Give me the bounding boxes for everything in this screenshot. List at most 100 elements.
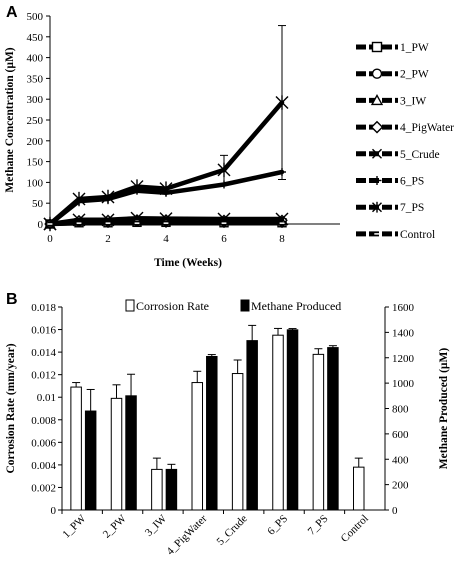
legend-marker bbox=[371, 68, 383, 79]
legend-label: 4_PigWater bbox=[400, 122, 454, 134]
x-tick-label: 4 bbox=[163, 233, 169, 245]
x-tick-label: 2 bbox=[105, 233, 111, 245]
corrosion-bar-group bbox=[191, 370, 204, 511]
right-tick-label: 1000 bbox=[392, 378, 415, 390]
corrosion-bar-chart: 0 0.002 0.004 0.006 0.008 0.01 0.012 0.014 0.016… bbox=[5, 299, 450, 558]
methane-bar-group bbox=[84, 388, 97, 511]
corrosion-bar bbox=[312, 353, 325, 511]
data-point bbox=[217, 162, 231, 178]
legend-entry: Control bbox=[356, 229, 435, 241]
data-point bbox=[72, 191, 86, 207]
right-tick-label: 200 bbox=[392, 480, 409, 492]
methane-bar bbox=[125, 395, 137, 511]
y-tick-label: 150 bbox=[27, 157, 44, 169]
legend-label: Control bbox=[400, 229, 435, 241]
corrosion-bar-group bbox=[231, 359, 244, 511]
y-axis-title: Methane Concentration (µM) bbox=[4, 47, 16, 192]
legend: Corrosion Rate Methane Produced bbox=[125, 299, 341, 313]
methane-bar-group bbox=[286, 328, 299, 511]
legend-label: 5_Crude bbox=[400, 149, 440, 161]
legend-entry: 3_IW bbox=[356, 93, 426, 107]
legend-entry: 2_PW bbox=[356, 68, 429, 81]
methane-bar bbox=[286, 329, 299, 511]
legend-label: Methane Produced bbox=[251, 299, 341, 313]
legend-label: 3_IW bbox=[400, 95, 426, 107]
category-label: Control bbox=[339, 513, 371, 545]
methane-bar-group bbox=[206, 354, 218, 511]
x-axis-title: Time (Weeks) bbox=[154, 257, 222, 269]
left-tick-label: 0.012 bbox=[31, 370, 56, 382]
category-label: 4_PigWater bbox=[164, 512, 209, 557]
series-Control bbox=[47, 220, 285, 227]
y-tick-label: 450 bbox=[27, 32, 44, 44]
right-tick-label: 1600 bbox=[392, 302, 415, 314]
data-point bbox=[275, 95, 289, 110]
legend-entry: 5_Crude bbox=[356, 149, 440, 161]
left-tick-label: 0.008 bbox=[31, 415, 56, 427]
right-tick-label: 0 bbox=[392, 505, 398, 517]
legend-marker bbox=[370, 93, 384, 106]
y-tick-label: 200 bbox=[27, 136, 44, 148]
legend-entry: Corrosion Rate bbox=[125, 299, 209, 313]
corrosion-bar bbox=[70, 386, 82, 511]
methane-bar-group bbox=[327, 345, 339, 511]
category-label: 2_PW bbox=[101, 512, 129, 540]
right-tick-label: 1400 bbox=[392, 327, 415, 339]
right-axis-title: Methane Produced (µM) bbox=[438, 348, 450, 470]
corrosion-bar bbox=[191, 382, 204, 511]
legend-entry: 1_PW bbox=[356, 41, 429, 54]
y-tick-label: 250 bbox=[27, 115, 44, 127]
x-tick-label: 6 bbox=[221, 233, 227, 245]
legend-marker bbox=[370, 120, 384, 134]
methane-bar bbox=[246, 340, 258, 511]
legend-entry: 4_PigWater bbox=[356, 120, 454, 134]
legend-entry: Methane Produced bbox=[240, 299, 341, 313]
corrosion-bar bbox=[272, 334, 284, 511]
corrosion-bar bbox=[353, 466, 365, 511]
corrosion-bar-group bbox=[353, 457, 365, 511]
legend-label: 7_PS bbox=[400, 202, 424, 214]
right-tick-label: 800 bbox=[392, 404, 409, 416]
legend-marker bbox=[372, 148, 382, 159]
y-tick-label: 100 bbox=[27, 177, 44, 189]
methane-line-chart: 0 50 100 150 200 250 300 350 400 450 500 0 2 4 6 8 Time … bbox=[4, 11, 454, 269]
right-tick-label: 600 bbox=[392, 429, 409, 441]
corrosion-bar-group bbox=[110, 384, 123, 511]
corrosion-bar bbox=[151, 468, 163, 511]
right-tick-label: 400 bbox=[392, 454, 409, 466]
methane-bar-group bbox=[246, 324, 258, 511]
y-tick-label: 300 bbox=[27, 94, 44, 106]
legend-label: 1_PW bbox=[400, 42, 429, 54]
methane-bar bbox=[84, 410, 97, 511]
legend-label: 6_PS bbox=[400, 176, 424, 188]
data-point bbox=[101, 189, 115, 205]
y-tick-label: 400 bbox=[27, 53, 44, 65]
category-label: 7_PS bbox=[306, 513, 331, 538]
left-tick-label: 0.01 bbox=[37, 392, 56, 404]
methane-bar bbox=[206, 355, 218, 511]
left-tick-label: 0.016 bbox=[31, 325, 56, 337]
legend-marker bbox=[372, 201, 382, 213]
legend-entry: 7_PS bbox=[356, 201, 424, 214]
y-tick-label: 50 bbox=[32, 198, 44, 210]
corrosion-bar bbox=[231, 373, 244, 511]
corrosion-bar-group bbox=[70, 382, 82, 511]
x-tick-label: 0 bbox=[47, 233, 53, 245]
data-point bbox=[130, 179, 144, 194]
left-tick-label: 0.006 bbox=[31, 437, 56, 449]
right-tick-label: 1200 bbox=[392, 353, 415, 365]
data-point bbox=[159, 181, 173, 196]
x-tick-label: 8 bbox=[279, 233, 285, 245]
methane-bar-group bbox=[165, 463, 178, 511]
legend-swatch bbox=[240, 299, 250, 312]
category-label: 1_PW bbox=[60, 512, 88, 540]
y-tick-label: 0 bbox=[38, 219, 44, 231]
corrosion-bar-group bbox=[272, 327, 284, 511]
category-label: 3_IW bbox=[143, 512, 170, 539]
panel-a-label: A bbox=[6, 4, 18, 21]
legend-marker bbox=[372, 176, 382, 185]
methane-bar bbox=[327, 347, 339, 511]
y-tick-label: 500 bbox=[27, 11, 44, 23]
left-tick-label: 0.018 bbox=[31, 302, 56, 314]
